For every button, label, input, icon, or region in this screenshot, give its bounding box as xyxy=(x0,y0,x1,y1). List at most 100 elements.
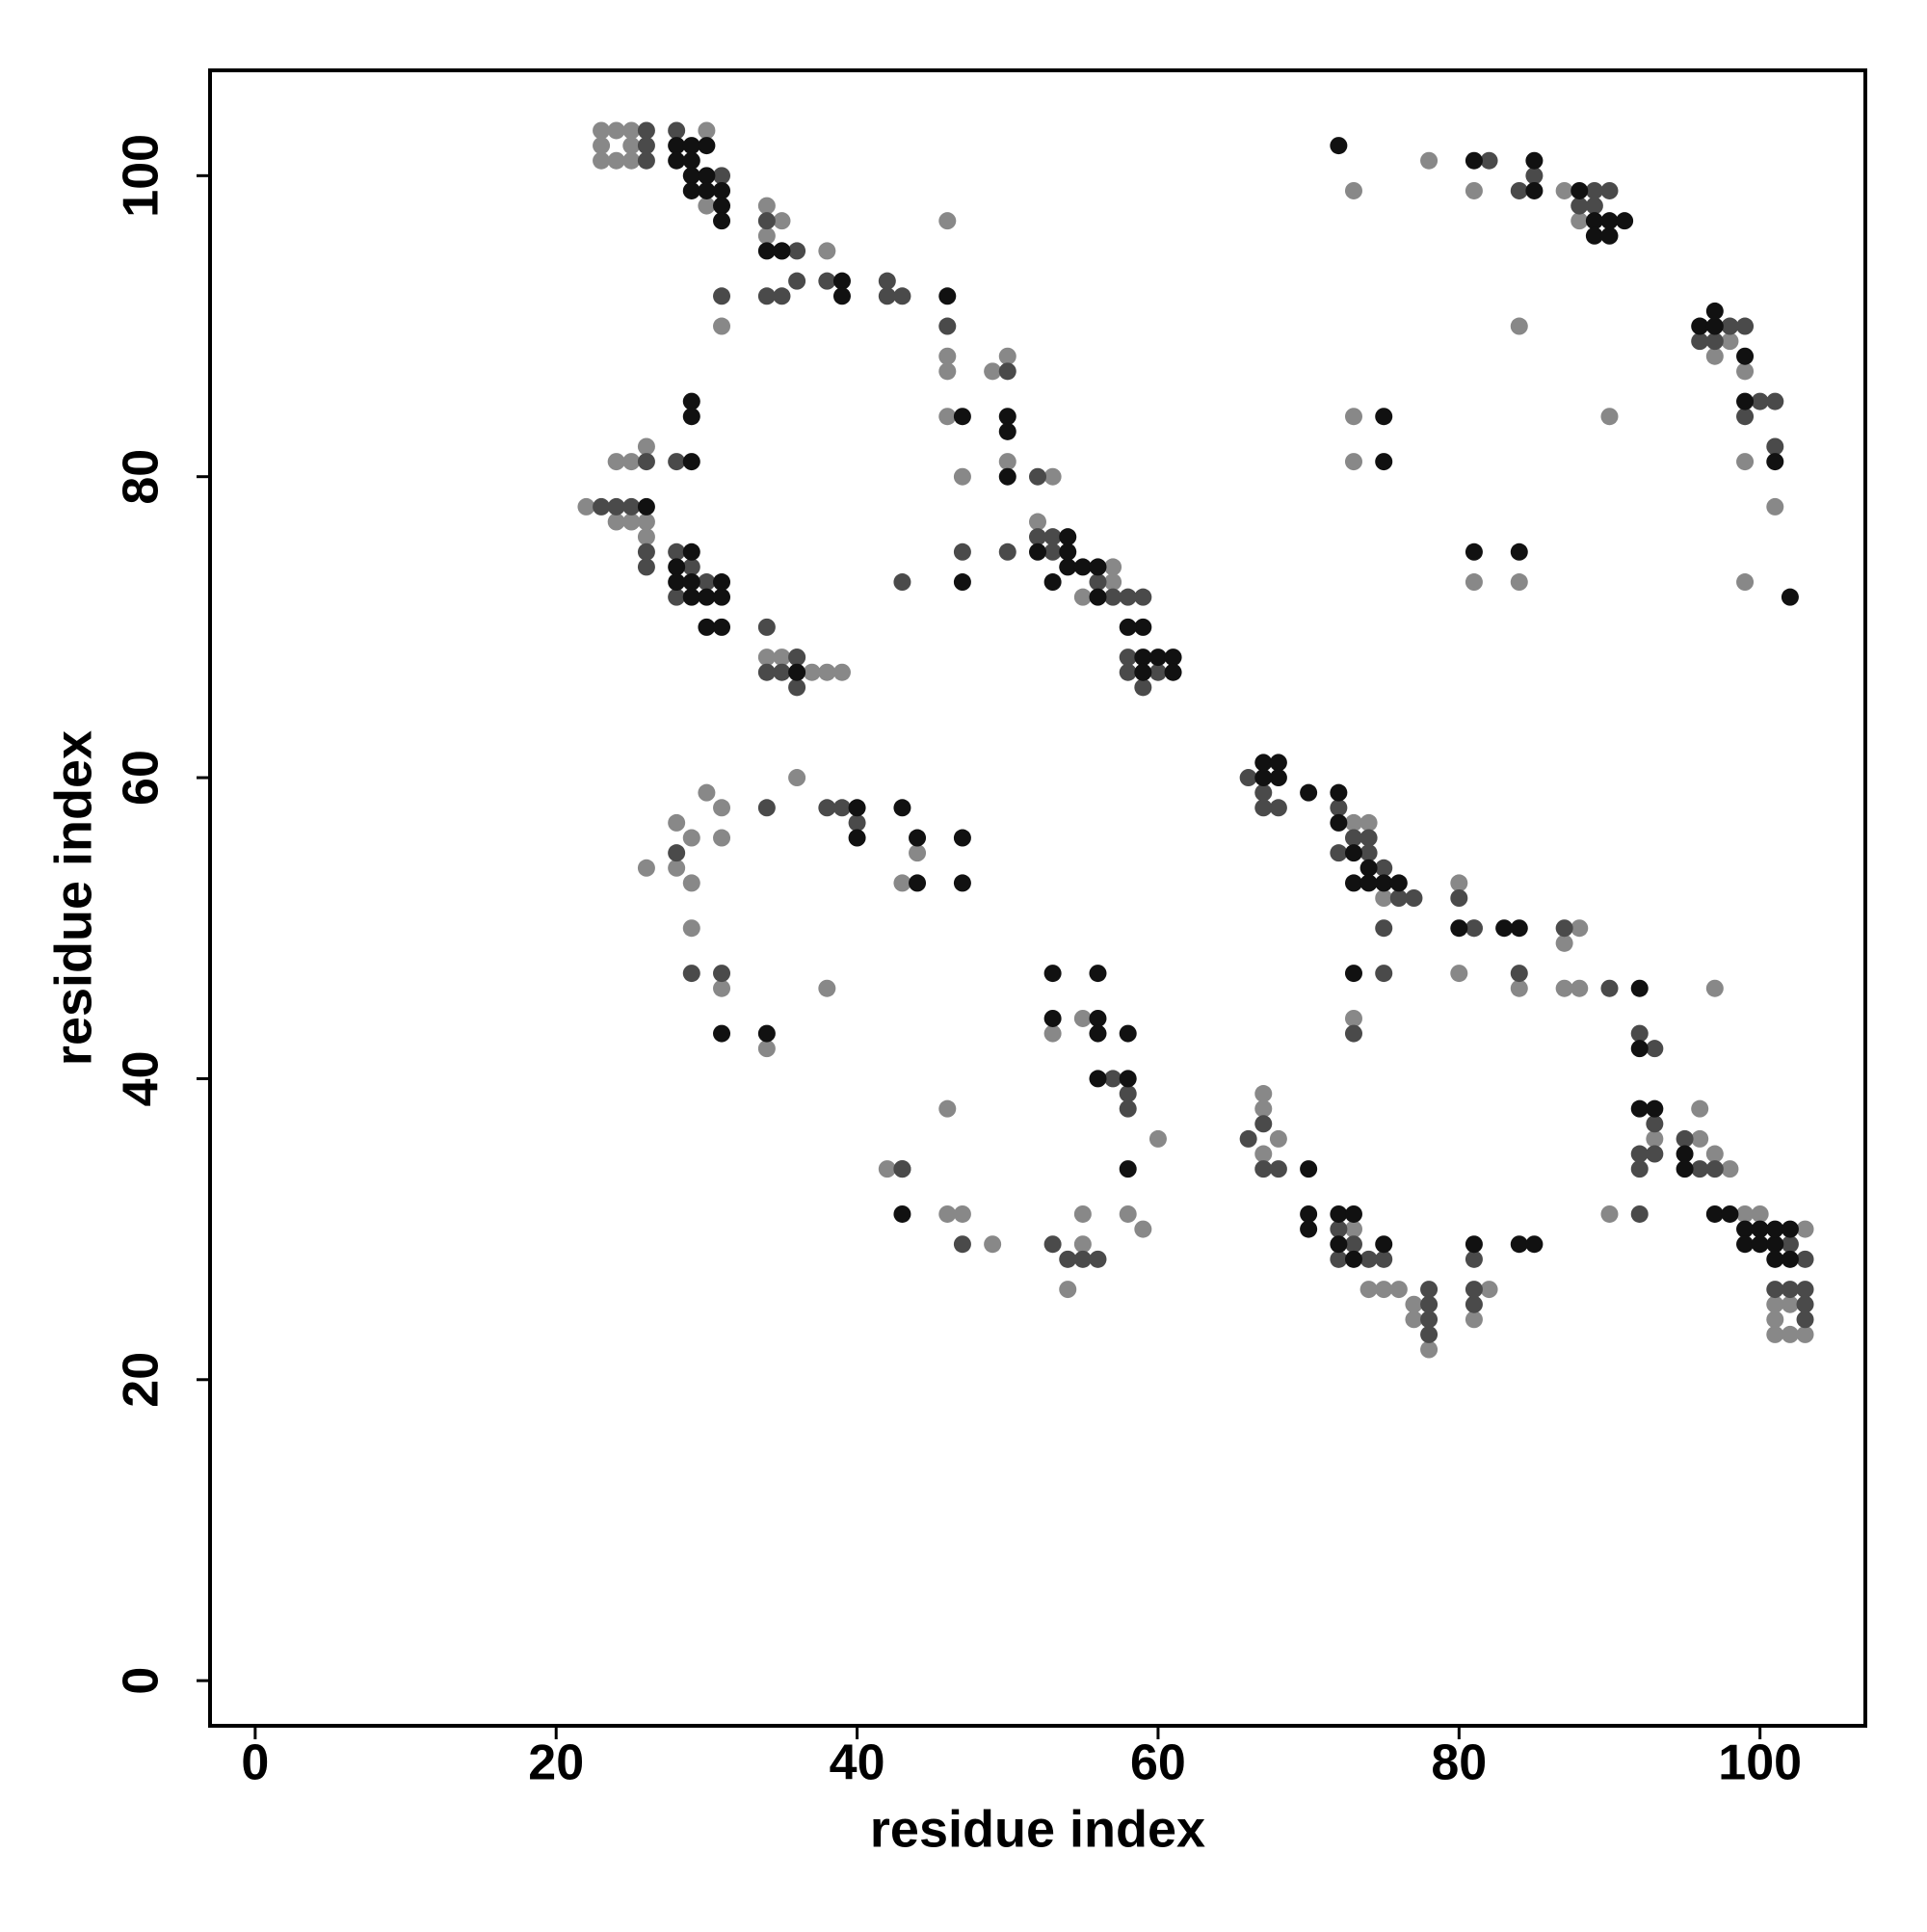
point xyxy=(1705,1204,1724,1223)
point xyxy=(1705,979,1724,997)
point xyxy=(668,844,686,862)
point xyxy=(1781,1295,1799,1313)
point xyxy=(1059,528,1077,546)
point xyxy=(637,151,655,170)
point xyxy=(1721,317,1739,335)
point xyxy=(1344,1024,1362,1043)
point xyxy=(1104,573,1122,592)
point xyxy=(1330,1250,1348,1268)
point xyxy=(938,287,957,305)
point xyxy=(832,287,851,305)
point xyxy=(1525,151,1544,170)
point xyxy=(818,799,836,817)
point xyxy=(1029,543,1046,561)
point xyxy=(1359,1281,1378,1299)
x-tick-label: 80 xyxy=(1431,1735,1487,1791)
point xyxy=(1119,1085,1137,1103)
point xyxy=(1646,1129,1664,1148)
point xyxy=(1781,1250,1799,1268)
point xyxy=(1781,1325,1799,1343)
point xyxy=(1571,212,1589,230)
point xyxy=(1766,1250,1784,1268)
point xyxy=(1691,1129,1709,1148)
y-tick-label: 100 xyxy=(114,134,170,218)
point xyxy=(1736,347,1755,365)
point xyxy=(1254,1115,1273,1133)
point xyxy=(848,813,866,832)
point xyxy=(938,1099,957,1118)
point xyxy=(1465,151,1483,170)
point xyxy=(622,453,641,471)
point xyxy=(1705,332,1724,351)
point xyxy=(1420,1340,1439,1359)
point xyxy=(773,648,791,667)
point xyxy=(1555,919,1573,938)
point xyxy=(1059,558,1077,576)
point xyxy=(1465,919,1483,938)
point xyxy=(1344,829,1362,847)
point xyxy=(698,573,716,592)
point xyxy=(953,1204,971,1223)
point xyxy=(984,362,1002,381)
point xyxy=(1525,181,1544,199)
point xyxy=(713,1024,731,1043)
point xyxy=(848,829,866,847)
point xyxy=(893,799,911,817)
point xyxy=(1420,151,1439,170)
point xyxy=(909,874,927,892)
point xyxy=(1089,1024,1107,1043)
point xyxy=(698,167,716,185)
point xyxy=(1375,1250,1393,1268)
point xyxy=(1465,573,1483,592)
point xyxy=(998,467,1016,486)
point xyxy=(637,453,655,471)
point xyxy=(1134,1220,1152,1238)
point xyxy=(1736,317,1755,335)
point xyxy=(757,242,776,260)
point xyxy=(1630,979,1649,997)
point xyxy=(1571,181,1589,199)
point xyxy=(1043,528,1062,546)
point xyxy=(1781,1235,1799,1254)
point xyxy=(1676,1160,1694,1178)
point xyxy=(893,1204,911,1223)
point xyxy=(878,287,896,305)
point xyxy=(1104,588,1122,606)
point xyxy=(668,137,686,155)
point xyxy=(1043,1009,1062,1027)
point xyxy=(1344,1250,1362,1268)
point xyxy=(1766,497,1784,516)
point xyxy=(1134,618,1152,636)
point xyxy=(1510,573,1528,592)
point xyxy=(622,151,641,170)
point xyxy=(1510,543,1528,561)
point xyxy=(1796,1325,1814,1343)
point xyxy=(637,137,655,155)
point xyxy=(1119,1099,1137,1118)
point xyxy=(1254,783,1273,802)
point xyxy=(1330,783,1348,802)
y-tick-label: 40 xyxy=(114,1050,170,1106)
x-tick-label: 0 xyxy=(241,1735,269,1791)
point xyxy=(1239,1129,1257,1148)
point xyxy=(1766,1220,1784,1238)
point xyxy=(637,513,655,531)
point xyxy=(1119,1024,1137,1043)
point xyxy=(1766,1295,1784,1313)
point xyxy=(1510,1235,1528,1254)
point xyxy=(713,287,731,305)
point xyxy=(953,467,971,486)
point xyxy=(893,287,911,305)
point xyxy=(938,347,957,365)
point xyxy=(682,408,700,426)
point xyxy=(1510,979,1528,997)
point xyxy=(698,181,716,199)
point xyxy=(1254,1085,1273,1103)
point xyxy=(1630,1099,1649,1118)
point xyxy=(1089,558,1107,576)
point xyxy=(757,212,776,230)
point xyxy=(1630,1145,1649,1163)
point xyxy=(1344,874,1362,892)
point xyxy=(1119,663,1137,681)
point xyxy=(1330,137,1348,155)
